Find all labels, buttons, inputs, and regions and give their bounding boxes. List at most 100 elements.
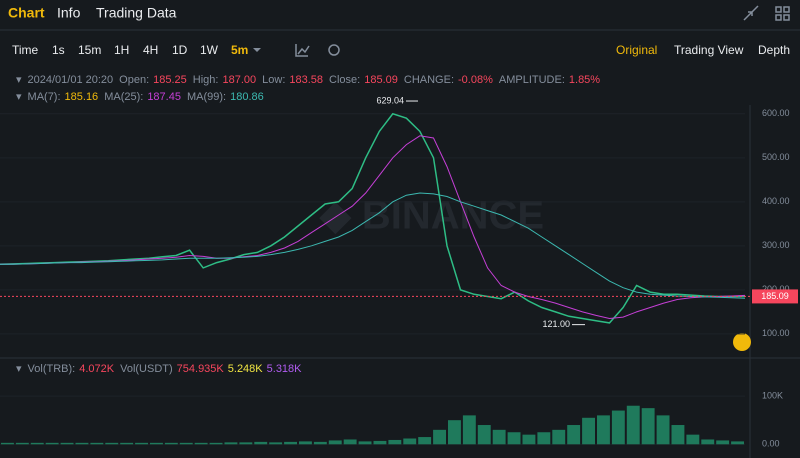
annotation-label: 629.04 bbox=[376, 95, 404, 105]
view-option[interactable]: Depth bbox=[758, 43, 790, 57]
volume-bar bbox=[641, 408, 655, 445]
y-tick-label: 100.00 bbox=[762, 328, 790, 338]
ohlc-label: Open: bbox=[119, 73, 150, 86]
volume-bar bbox=[328, 440, 342, 445]
volume-bar bbox=[179, 442, 193, 445]
volume-bar bbox=[358, 441, 372, 445]
volume-bar bbox=[343, 439, 357, 445]
ohlc-value: 1.85% bbox=[568, 73, 601, 86]
date: 2024/01/01 20:20 bbox=[27, 73, 114, 86]
legend-label: Vol(USDT) bbox=[120, 362, 173, 375]
legend-value: 187.45 bbox=[147, 90, 181, 103]
volume-bar bbox=[284, 441, 297, 445]
collapse[interactable]: ▾ bbox=[16, 363, 22, 375]
volume-bar bbox=[45, 442, 59, 445]
volume-bar bbox=[388, 439, 402, 445]
interval[interactable]: 1D bbox=[172, 43, 188, 57]
ma-row: ▾ MA(7): 185.16 MA(25): 187.45 MA(99): 180.86 bbox=[16, 90, 264, 104]
legend-label: MA(7): bbox=[27, 90, 61, 103]
legend-value: 180.86 bbox=[230, 90, 264, 103]
volume-bar bbox=[239, 442, 253, 445]
volume-bar bbox=[656, 415, 670, 445]
volume-bar bbox=[626, 405, 640, 445]
volume-bar bbox=[522, 434, 536, 445]
volume-bar bbox=[403, 438, 417, 445]
tab[interactable]: Info bbox=[57, 5, 81, 21]
legend-value: 754.935K bbox=[176, 362, 224, 375]
volume-bar bbox=[418, 437, 432, 445]
volume-bar bbox=[448, 420, 461, 445]
volume-bar bbox=[611, 410, 625, 445]
volume-bar bbox=[1, 442, 14, 445]
volume-bar bbox=[75, 442, 89, 445]
volume-bar bbox=[477, 425, 491, 445]
volume-bar bbox=[462, 415, 476, 445]
volume-bar bbox=[313, 441, 327, 445]
y-tick-label: 100K bbox=[762, 390, 783, 400]
volume-bar bbox=[194, 442, 208, 445]
volume-bar bbox=[224, 442, 238, 445]
volume-bar bbox=[299, 441, 312, 445]
ohlc-value: 183.58 bbox=[289, 73, 324, 86]
interval[interactable]: 4H bbox=[143, 43, 158, 57]
ohlc-label: High: bbox=[192, 73, 219, 86]
ohlc-value: 185.25 bbox=[153, 73, 187, 86]
legend-value: 5.248K bbox=[227, 362, 263, 375]
y-tick-label: 400.00 bbox=[762, 196, 790, 206]
volume-bar bbox=[537, 432, 551, 445]
legend-value: 4.072K bbox=[79, 362, 115, 375]
ohlc-value: 185.09 bbox=[364, 73, 398, 86]
volume-bar bbox=[150, 442, 163, 445]
interval[interactable]: 15m bbox=[78, 43, 101, 57]
ohlc-value: 187.00 bbox=[222, 73, 257, 86]
interval-active[interactable]: 5m bbox=[231, 43, 248, 57]
ohlc-label: Close: bbox=[329, 73, 361, 86]
y-tick-label: 600.00 bbox=[762, 108, 790, 118]
ohlc-label: Low: bbox=[262, 73, 286, 86]
volume-bar bbox=[492, 429, 506, 445]
tab[interactable]: Trading Data bbox=[96, 5, 177, 21]
volume-bar bbox=[716, 440, 730, 445]
tab[interactable]: Chart bbox=[8, 5, 45, 21]
ohlc-label: CHANGE: bbox=[403, 73, 455, 86]
price-line bbox=[0, 112, 746, 324]
interval[interactable]: 1s bbox=[52, 43, 65, 57]
volume-bar bbox=[90, 442, 104, 445]
volume-bar bbox=[269, 442, 283, 445]
interval[interactable]: 1W bbox=[200, 43, 219, 57]
y-tick-label: 300.00 bbox=[762, 240, 790, 250]
ohlc-value: -0.08% bbox=[458, 73, 493, 86]
volume-bar bbox=[686, 434, 700, 445]
legend-label: MA(99): bbox=[186, 90, 227, 103]
collapse[interactable]: ▾ bbox=[16, 91, 22, 103]
icons bbox=[295, 5, 790, 57]
volume-bar bbox=[731, 441, 744, 445]
settings-icon[interactable] bbox=[328, 44, 340, 56]
dropdown-arrow[interactable] bbox=[253, 48, 261, 52]
volume-bar bbox=[567, 425, 581, 445]
view-option[interactable]: Original bbox=[616, 43, 657, 57]
volume-bar bbox=[701, 439, 715, 445]
last-price-tag bbox=[752, 289, 798, 304]
volume-bar bbox=[15, 442, 29, 445]
collapse[interactable]: ▾ bbox=[16, 74, 22, 86]
interval[interactable]: 1H bbox=[114, 43, 129, 57]
fullscreen-icon[interactable] bbox=[743, 5, 759, 21]
volume-bar bbox=[582, 417, 595, 445]
alert-button[interactable] bbox=[733, 333, 751, 351]
interval[interactable]: Time bbox=[12, 43, 39, 57]
indicator-icon[interactable] bbox=[295, 44, 310, 57]
volume-bar bbox=[164, 442, 178, 445]
view-option[interactable]: Trading View bbox=[674, 43, 744, 57]
vol-row: ▾ Vol(TRB): 4.072K Vol(USDT) 754.935K 5.248K 5… bbox=[16, 362, 302, 376]
legend-value: 5.318K bbox=[266, 362, 302, 375]
volume-bar bbox=[373, 440, 387, 445]
volume-bar bbox=[433, 429, 446, 445]
volume-bar bbox=[552, 429, 566, 445]
legend-label: MA(25): bbox=[104, 90, 144, 103]
grid-icon[interactable] bbox=[775, 6, 782, 13]
ohlc-label: AMPLITUDE: bbox=[498, 73, 565, 86]
volume-bar bbox=[507, 432, 521, 445]
